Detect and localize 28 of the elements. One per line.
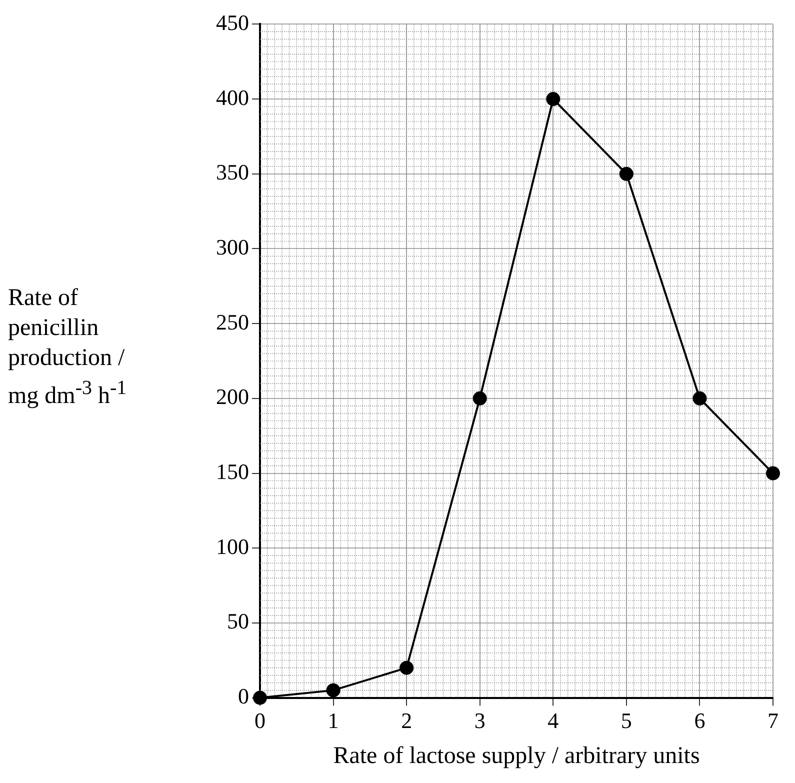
y-tick-label: 350 <box>216 160 249 185</box>
point <box>253 690 267 705</box>
y-tick-label: 0 <box>238 684 249 709</box>
y-tick-label: 200 <box>216 384 249 410</box>
y-tick-label: 100 <box>216 534 249 559</box>
point <box>546 92 560 106</box>
x-tick-label: 3 <box>474 708 486 733</box>
y-tick-label: 150 <box>216 459 249 484</box>
y-tick-label: 450 <box>216 10 249 35</box>
x-tick-label: 2 <box>401 708 412 733</box>
point <box>619 166 634 181</box>
x-tick-label: 6 <box>694 708 706 733</box>
y-tick-label: 300 <box>216 234 249 260</box>
y-axis-title: Rate of penicillin production / mg dm$^{-3}$ h$^{-1}$ <box>8 284 128 411</box>
x-tick-label: 5 <box>620 708 632 733</box>
point <box>400 660 414 675</box>
point <box>692 391 707 406</box>
point <box>766 466 780 480</box>
point <box>472 391 487 406</box>
y-tick-label: 250 <box>216 309 249 334</box>
x-tick-label: 0 <box>254 708 266 733</box>
x-tick-label: 7 <box>768 708 778 733</box>
y-tick-label: 400 <box>216 84 249 110</box>
x-axis-title: Rate of lactose supply / arbitrary units <box>333 742 700 769</box>
x-tick-label: 4 <box>548 708 559 733</box>
point <box>326 683 340 698</box>
x-tick-label: 1 <box>328 708 339 733</box>
y-tick-label: 50 <box>227 608 249 634</box>
